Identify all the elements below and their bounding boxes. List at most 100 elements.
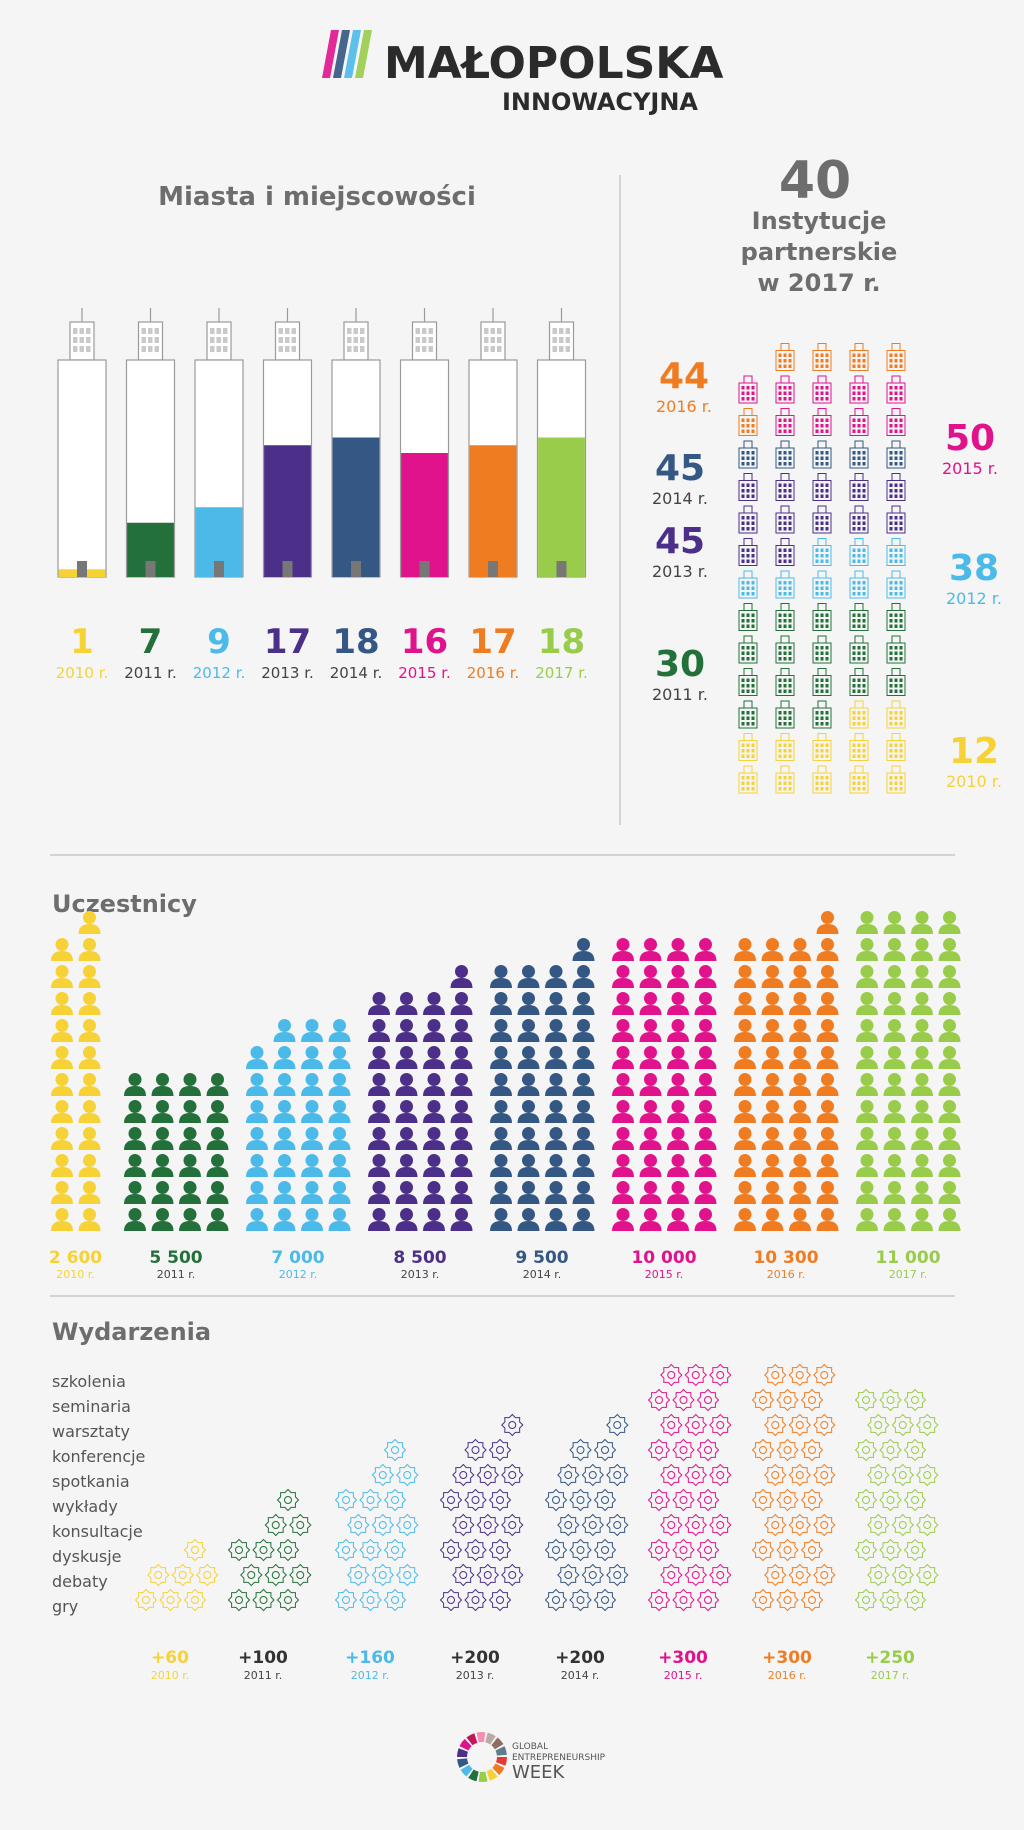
person-head <box>915 911 929 924</box>
inst-icon-window <box>783 424 787 428</box>
gear-hole <box>366 1496 375 1504</box>
inst-icon-window <box>899 397 903 401</box>
person-head <box>183 1073 197 1086</box>
inst-icon-window <box>899 689 903 693</box>
gear-outline <box>751 1588 775 1612</box>
inst-icon-window <box>788 521 792 525</box>
gear-hole <box>898 1421 907 1429</box>
person-head <box>888 911 901 924</box>
gear-outline <box>709 1563 732 1587</box>
gear-outline <box>764 1363 787 1387</box>
inst-icon-top <box>780 538 790 546</box>
institution-icon <box>738 700 758 729</box>
gear-outline <box>171 1563 195 1587</box>
inst-icon-window <box>746 787 750 791</box>
institution-value: 45 <box>655 448 705 489</box>
inst-icon-window <box>783 418 787 422</box>
inst-icon-window <box>899 754 903 758</box>
gear-outline <box>696 1538 720 1562</box>
inst-icon-window <box>857 581 861 585</box>
city-bar-6 <box>399 308 450 578</box>
person-body <box>51 1086 73 1096</box>
gew-logo-segment <box>486 1768 498 1781</box>
inst-icon-window <box>746 689 750 693</box>
gear-icon <box>684 1363 708 1387</box>
gear-outline <box>396 1513 419 1537</box>
person-body <box>517 1032 540 1042</box>
person-body <box>490 1086 512 1096</box>
person-icon <box>517 992 540 1015</box>
event-type-item: konsultacje <box>52 1522 143 1541</box>
inst-icon-window <box>857 657 861 661</box>
institution-value: 12 <box>949 731 999 772</box>
inst-icon-window <box>852 619 856 623</box>
gear-icon <box>289 1563 312 1587</box>
person-head <box>427 1181 441 1194</box>
person-head <box>616 1208 630 1221</box>
gear-icon <box>569 1488 592 1512</box>
events-value: +200 <box>555 1648 605 1668</box>
gear-icon <box>916 1413 939 1437</box>
gear-icon <box>183 1538 207 1562</box>
person-head <box>699 938 712 951</box>
inst-icon-window <box>862 689 866 693</box>
person-head <box>278 1046 291 1059</box>
gear-hole <box>403 1471 412 1479</box>
inst-icon-top <box>891 408 901 416</box>
inst-icon-window <box>852 386 856 390</box>
gew-logo-segment <box>460 1764 473 1777</box>
building-window <box>552 346 557 352</box>
person-icon <box>639 965 662 988</box>
person-icon <box>612 1073 634 1096</box>
person-body <box>395 1113 418 1123</box>
gear-hole <box>820 1371 829 1379</box>
inst-icon-window <box>852 592 856 596</box>
inst-icon-window <box>899 429 903 433</box>
person-body <box>856 1113 878 1123</box>
gear-icon <box>854 1588 878 1612</box>
inst-icon-body <box>738 577 758 599</box>
gear-hole <box>808 1396 816 1404</box>
inst-icon-window <box>894 581 898 585</box>
person-body <box>423 1005 445 1015</box>
person-head <box>943 992 956 1005</box>
institutions-headline-text-3: w 2017 r. <box>757 269 880 297</box>
gear-icon <box>813 1463 836 1487</box>
gew-logo-segment <box>495 1746 507 1756</box>
person-icon <box>911 1100 933 1123</box>
person-icon <box>667 965 689 988</box>
person-body <box>938 1113 961 1123</box>
gear-hole <box>679 1396 688 1404</box>
inst-icon-top <box>780 440 790 449</box>
person-body <box>328 1113 351 1123</box>
gear-icon <box>464 1488 487 1512</box>
person-icon <box>639 1154 662 1177</box>
person-icon <box>328 1046 351 1069</box>
gear-icon <box>276 1538 300 1562</box>
gear-outline <box>647 1588 671 1612</box>
person-head <box>616 1019 630 1032</box>
gear-icon <box>569 1588 592 1612</box>
gear-outline <box>606 1563 629 1587</box>
gear-icon <box>196 1563 219 1587</box>
inst-icon-window <box>788 619 792 623</box>
person-head <box>455 1127 468 1140</box>
gear-hole <box>496 1446 504 1454</box>
participants-group-2 <box>124 1073 229 1231</box>
gear-icon <box>501 1513 524 1537</box>
person-head <box>372 1208 386 1221</box>
person-icon <box>368 1181 390 1204</box>
inst-icon-window <box>899 684 903 688</box>
person-icon <box>423 1046 445 1069</box>
gear-icon <box>854 1438 878 1462</box>
gear-icon <box>891 1413 915 1437</box>
person-icon <box>883 1127 906 1150</box>
inst-icon-top <box>854 700 864 709</box>
inst-icon-window <box>862 624 866 628</box>
person-icon <box>328 1100 351 1123</box>
person-head <box>183 1208 197 1221</box>
inst-icon-window <box>852 624 856 628</box>
person-icon <box>938 1154 961 1177</box>
gear-icon <box>813 1513 836 1537</box>
inst-icon-top <box>891 505 901 514</box>
